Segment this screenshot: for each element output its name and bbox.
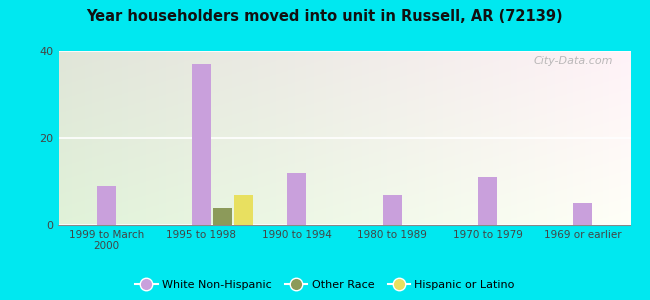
Bar bbox=[234, 194, 253, 225]
Bar bbox=[213, 208, 232, 225]
Bar bbox=[478, 177, 497, 225]
Bar bbox=[287, 173, 306, 225]
Legend: White Non-Hispanic, Other Race, Hispanic or Latino: White Non-Hispanic, Other Race, Hispanic… bbox=[131, 276, 519, 294]
Bar bbox=[573, 203, 592, 225]
Text: City-Data.com: City-Data.com bbox=[534, 56, 614, 66]
Bar bbox=[97, 186, 116, 225]
Bar bbox=[383, 194, 402, 225]
Bar bbox=[192, 64, 211, 225]
Text: Year householders moved into unit in Russell, AR (72139): Year householders moved into unit in Rus… bbox=[86, 9, 564, 24]
